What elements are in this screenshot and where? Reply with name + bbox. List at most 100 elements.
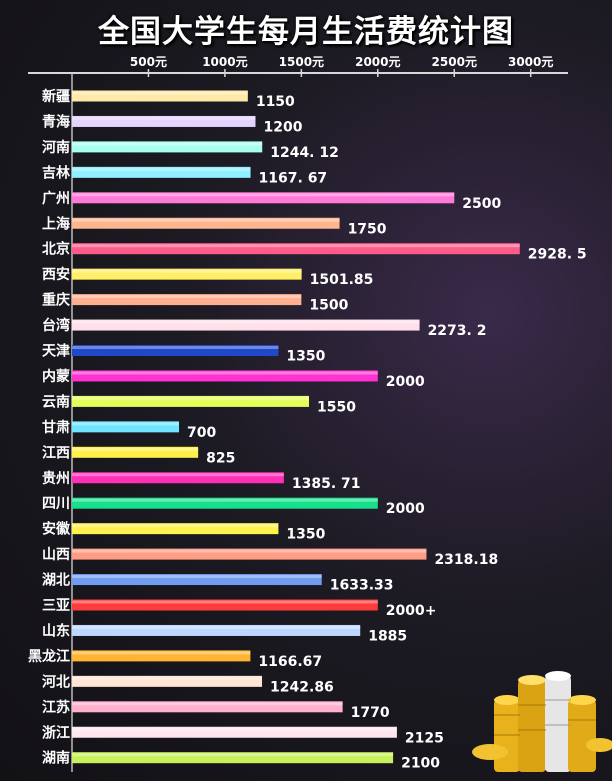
bar (72, 472, 284, 484)
x-tick-label: 500元 (130, 55, 167, 69)
value-label: 825 (206, 450, 235, 466)
bar-row: 河南 1244. 12 (42, 139, 339, 161)
value-label: 2928. 5 (528, 247, 587, 263)
chart-title: 全国大学生每月生活费统计图 (98, 14, 514, 50)
x-tick-label: 1000元 (202, 55, 247, 69)
bar (72, 574, 322, 586)
bar-highlight (72, 167, 251, 171)
x-tick-label: 2000元 (355, 55, 400, 69)
bar-highlight (72, 371, 378, 375)
x-tick-label: 2500元 (432, 55, 477, 69)
bar-highlight (72, 600, 378, 604)
value-label: 1885 (368, 628, 407, 644)
value-label: 2318.18 (434, 552, 498, 568)
bar (72, 395, 309, 407)
category-label: 江西 (42, 444, 70, 461)
bars-group: 新疆 1150 青海 1200 河南 1244. 12 吉林 1167. 67 广州 2500 上海… (28, 88, 587, 772)
bar-row: 青海 1200 (42, 113, 303, 135)
category-label: 江苏 (42, 699, 70, 716)
category-label: 上海 (42, 215, 70, 232)
bar-row: 山西 2318.18 (42, 547, 498, 568)
value-label: 1242.86 (270, 679, 334, 695)
bar-row: 江西 825 (42, 444, 235, 466)
value-label: 2125 (405, 730, 444, 746)
bar-highlight (72, 218, 340, 222)
bar-highlight (72, 676, 263, 680)
bar (72, 675, 263, 687)
bar-highlight (72, 575, 322, 579)
category-label: 山西 (42, 547, 70, 563)
bar (72, 268, 302, 280)
bar (72, 624, 361, 636)
bar-highlight (72, 244, 520, 248)
bar-row: 湖北 1633.33 (42, 573, 394, 594)
value-label: 1350 (286, 527, 325, 543)
value-label: 1167. 67 (259, 170, 328, 186)
category-label: 湖南 (42, 750, 70, 767)
bar (72, 446, 199, 458)
category-label: 浙江 (42, 724, 70, 741)
bar (72, 141, 263, 153)
category-label: 甘肃 (42, 419, 70, 436)
coin-stack-illustration (472, 671, 612, 772)
bar-highlight (72, 473, 284, 477)
bar (72, 599, 378, 611)
bar (72, 294, 302, 306)
category-label: 三亚 (42, 598, 70, 614)
category-label: 吉林 (42, 164, 70, 181)
bar-row: 甘肃 700 (42, 419, 217, 441)
value-label: 1550 (317, 399, 356, 415)
category-label: 台湾 (42, 317, 70, 334)
bar (72, 319, 420, 331)
category-label: 北京 (42, 241, 70, 258)
bar (72, 192, 455, 204)
bar (72, 523, 279, 535)
bar-row: 北京 2928. 5 (42, 241, 587, 263)
bar-row: 浙江 2125 (42, 724, 444, 746)
bar (72, 166, 251, 178)
bar (72, 752, 394, 764)
bar-highlight (72, 295, 302, 299)
value-label: 700 (187, 425, 216, 441)
bar-highlight (72, 447, 199, 451)
bar-row: 湖南 2100 (42, 750, 440, 772)
bar (72, 650, 251, 662)
bar (72, 90, 248, 102)
value-label: 1200 (263, 119, 302, 135)
bar (72, 115, 256, 127)
bar-row: 三亚 2000+ (42, 598, 437, 619)
value-label: 2100 (401, 756, 440, 772)
value-label: 2000 (386, 501, 425, 517)
bar-row: 云南 1550 (42, 393, 356, 415)
value-label: 2000 (386, 374, 425, 390)
bar-row: 广州 2500 (42, 190, 501, 212)
bar-highlight (72, 142, 263, 146)
bar-highlight (72, 346, 279, 349)
value-label: 1500 (309, 298, 348, 314)
bar (72, 421, 180, 433)
category-label: 山东 (42, 622, 70, 639)
category-label: 西安 (42, 266, 70, 283)
bar-highlight (72, 91, 248, 95)
value-label: 2000+ (386, 603, 437, 619)
value-label: 2500 (462, 196, 501, 212)
bar-row: 山东 1885 (42, 622, 407, 644)
bar (72, 701, 343, 713)
bar-row: 重庆 1500 (42, 292, 349, 314)
category-label: 青海 (42, 113, 70, 130)
bar-highlight (72, 727, 397, 731)
bar (72, 243, 520, 255)
bar-row: 台湾 2273. 2 (42, 317, 486, 339)
category-label: 内蒙 (42, 368, 70, 385)
bar-row: 四川 2000 (42, 496, 425, 517)
value-label: 1750 (348, 221, 387, 237)
value-label: 1244. 12 (270, 145, 339, 161)
value-label: 1633.33 (330, 578, 394, 594)
bar-row: 西安 1501.85 (42, 266, 373, 288)
bar-highlight (72, 625, 361, 629)
value-label: 1385. 71 (292, 476, 361, 492)
value-label: 1166.67 (258, 654, 322, 670)
bar-row: 天津 1350 (42, 343, 326, 365)
bar-highlight (72, 498, 378, 502)
